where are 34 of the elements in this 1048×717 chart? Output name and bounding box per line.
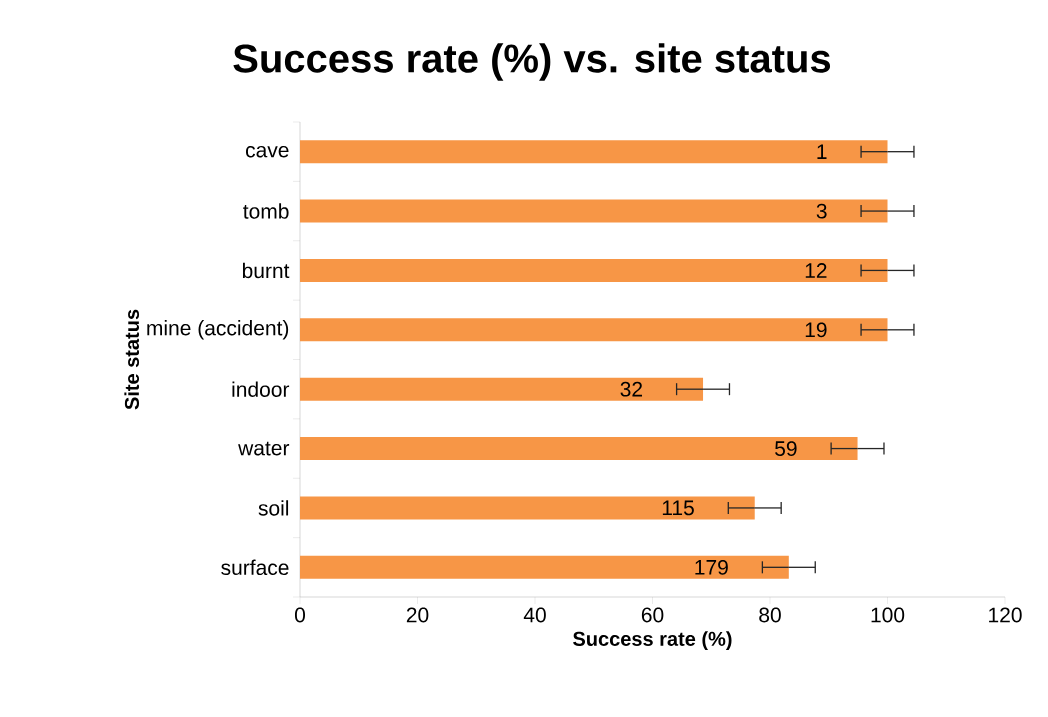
bar	[300, 555, 789, 579]
bar	[300, 377, 704, 401]
annotation: 32	[620, 381, 642, 397]
y-tick-label: tomb	[243, 203, 289, 219]
annotation: 115	[662, 500, 694, 516]
chart-title: Success rate (%) vs. site status	[233, 43, 831, 81]
x-axis-title: Success rate (%)	[573, 631, 732, 650]
x-tick-label: 80	[759, 607, 781, 623]
bar	[300, 140, 888, 164]
annotation: 3	[816, 203, 827, 219]
y-tick-label: cave	[246, 145, 289, 158]
x-tick-label: 0	[294, 607, 306, 623]
y-tick-label: water	[238, 441, 290, 456]
annotation: 12	[805, 263, 827, 278]
x-tick-label: 20	[406, 607, 429, 623]
bar	[300, 258, 888, 282]
annotation: 1	[817, 144, 827, 159]
x-tick-label: 60	[641, 607, 664, 623]
bar	[300, 496, 755, 520]
y-tick-label: soil	[258, 500, 289, 516]
annotation: 59	[775, 441, 797, 456]
bar	[300, 437, 858, 461]
y-tick-label: mine (accident)	[147, 320, 289, 340]
y-tick-label: burnt	[242, 262, 290, 279]
y-axis-title: Site status	[124, 309, 140, 410]
y-tick-label: surface	[221, 559, 289, 576]
y-tick-label: indoor	[232, 381, 290, 397]
x-tick-label: 40	[523, 607, 546, 623]
annotation: 19	[805, 322, 827, 338]
bar	[300, 318, 888, 342]
annotation: 179	[695, 559, 728, 575]
x-tick-label: 100	[871, 607, 905, 623]
x-tick-label: 120	[989, 607, 1022, 623]
bar	[300, 199, 888, 223]
